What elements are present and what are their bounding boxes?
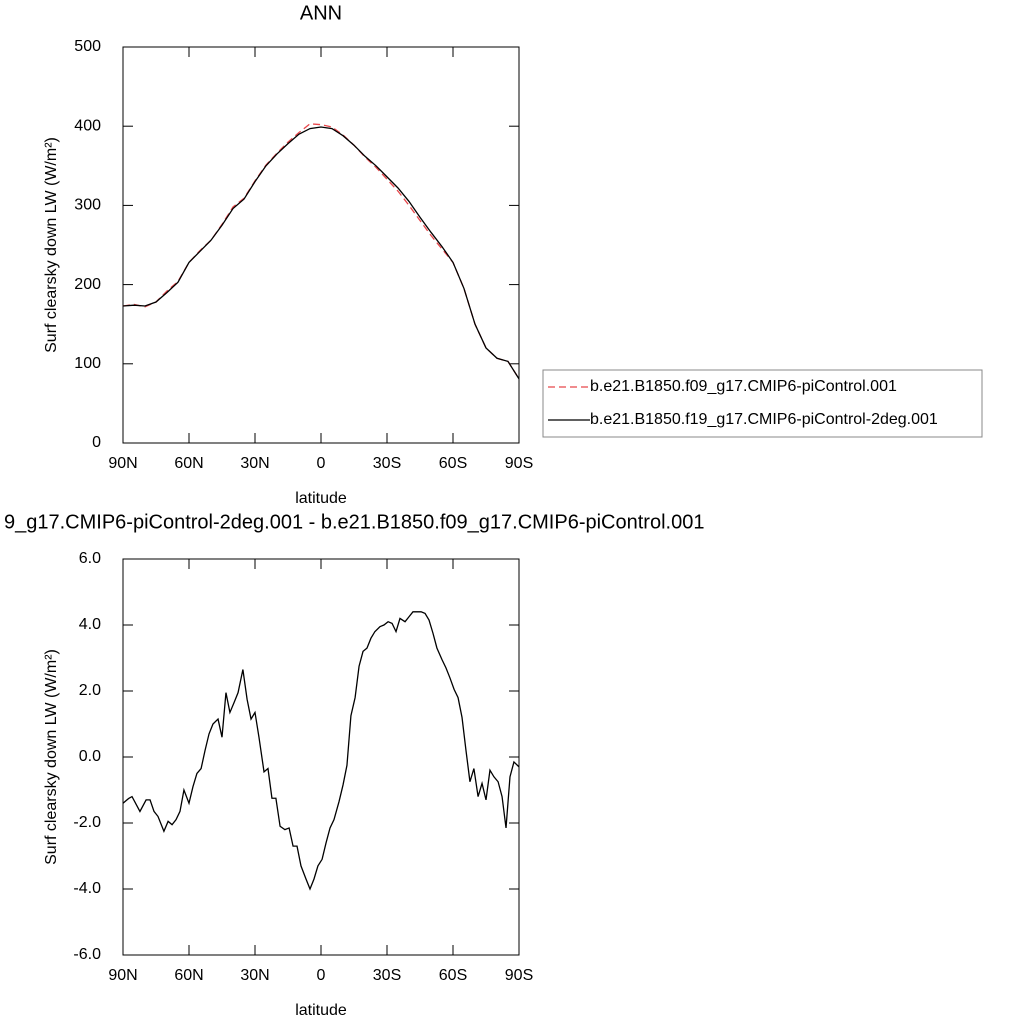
data-line — [122, 611, 520, 891]
chart-title: ANN — [300, 2, 342, 24]
x-tick-label: 0 — [317, 455, 326, 472]
x-tick-label: 60N — [174, 455, 203, 472]
series-line — [122, 126, 520, 380]
legend-label: b.e21.B1850.f19_g17.CMIP6-piControl-2deg… — [590, 411, 938, 428]
y-tick-label: 300 — [74, 197, 101, 214]
y-tick-label: -2.0 — [73, 814, 101, 831]
y-axis-label: Surf clearsky down LW (W/m²) — [43, 137, 60, 353]
chart-title: 9_g17.CMIP6-piControl-2deg.001 - b.e21.B… — [4, 511, 704, 533]
plot-frame — [122, 46, 520, 444]
y-tick-label: -6.0 — [73, 946, 101, 963]
x-tick-label: 30N — [240, 967, 269, 984]
x-tick-label: 30S — [373, 967, 401, 984]
plot-frame — [122, 558, 520, 956]
x-tick-label: 30S — [373, 455, 401, 472]
y-axis-label: Surf clearsky down LW (W/m²) — [43, 649, 60, 865]
x-tick-label: 90S — [505, 455, 533, 472]
series-line — [122, 123, 520, 380]
y-tick-label: 0 — [92, 434, 101, 451]
y-tick-label: 200 — [74, 276, 101, 293]
y-tick-label: 2.0 — [79, 682, 101, 699]
y-tick-label: 6.0 — [79, 550, 101, 567]
x-tick-label: 90N — [108, 455, 137, 472]
x-tick-label: 60S — [439, 967, 467, 984]
x-axis-label: latitude — [295, 490, 347, 507]
x-tick-label: 60S — [439, 455, 467, 472]
x-tick-label: 30N — [240, 455, 269, 472]
y-tick-label: 500 — [74, 38, 101, 55]
legend-box — [542, 369, 983, 438]
x-tick-label: 0 — [317, 967, 326, 984]
y-tick-label: 0.0 — [79, 748, 101, 765]
x-tick-label: 90N — [108, 967, 137, 984]
x-tick-label: 90S — [505, 967, 533, 984]
y-tick-label: 4.0 — [79, 616, 101, 633]
legend-label: b.e21.B1850.f09_g17.CMIP6-piControl.001 — [590, 378, 897, 395]
y-tick-label: 100 — [74, 355, 101, 372]
x-axis-label: latitude — [295, 1002, 347, 1019]
y-tick-label: -4.0 — [73, 880, 101, 897]
x-tick-label: 60N — [174, 967, 203, 984]
y-tick-label: 400 — [74, 117, 101, 134]
